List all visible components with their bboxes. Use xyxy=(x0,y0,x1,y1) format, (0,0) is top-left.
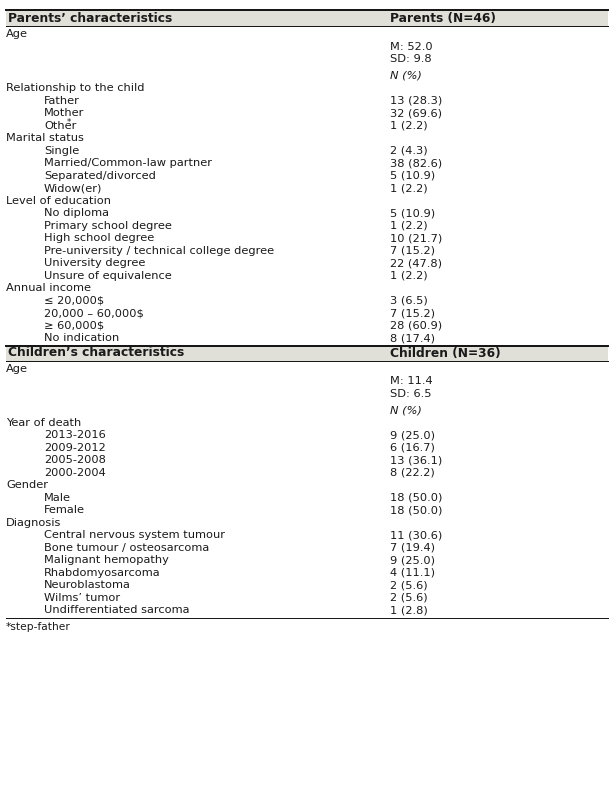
Text: Neuroblastoma: Neuroblastoma xyxy=(44,581,131,590)
Text: Relationship to the child: Relationship to the child xyxy=(6,83,144,93)
Text: 9 (25.0): 9 (25.0) xyxy=(390,555,435,565)
Text: 1 (2.8): 1 (2.8) xyxy=(390,605,428,615)
Text: 2005-2008: 2005-2008 xyxy=(44,455,106,465)
Bar xyxy=(6,11,608,26)
Text: 2013-2016: 2013-2016 xyxy=(44,430,106,440)
Text: Malignant hemopathy: Malignant hemopathy xyxy=(44,555,169,565)
Text: *: * xyxy=(67,118,71,128)
Text: 1 (2.2): 1 (2.2) xyxy=(390,271,427,280)
Text: *step-father: *step-father xyxy=(6,623,71,633)
Text: 32 (69.6): 32 (69.6) xyxy=(390,109,442,118)
Text: SD: 9.8: SD: 9.8 xyxy=(390,54,432,64)
Text: Female: Female xyxy=(44,505,85,516)
Text: ≥ 60,000$: ≥ 60,000$ xyxy=(44,321,104,331)
Text: ≤ 20,000$: ≤ 20,000$ xyxy=(44,295,104,306)
Text: 20,000 – 60,000$: 20,000 – 60,000$ xyxy=(44,308,144,318)
Text: Year of death: Year of death xyxy=(6,417,81,428)
Text: 13 (28.3): 13 (28.3) xyxy=(390,96,442,106)
Text: Mother: Mother xyxy=(44,109,84,118)
Text: 13 (36.1): 13 (36.1) xyxy=(390,455,442,465)
Text: Unsure of equivalence: Unsure of equivalence xyxy=(44,271,172,280)
Text: 7 (15.2): 7 (15.2) xyxy=(390,308,435,318)
Text: Male: Male xyxy=(44,493,71,503)
Text: Wilms’ tumor: Wilms’ tumor xyxy=(44,592,120,603)
Text: 6 (16.7): 6 (16.7) xyxy=(390,443,435,453)
Text: M: 11.4: M: 11.4 xyxy=(390,376,433,386)
Text: N (%): N (%) xyxy=(390,70,422,81)
Text: 18 (50.0): 18 (50.0) xyxy=(390,493,442,503)
Text: Level of education: Level of education xyxy=(6,196,111,206)
Text: 7 (15.2): 7 (15.2) xyxy=(390,246,435,256)
Text: N (%): N (%) xyxy=(390,406,422,415)
Text: 22 (47.8): 22 (47.8) xyxy=(390,258,442,268)
Text: University degree: University degree xyxy=(44,258,146,268)
Text: Age: Age xyxy=(6,364,28,374)
Text: 2009-2012: 2009-2012 xyxy=(44,443,106,453)
Text: Married/Common-law partner: Married/Common-law partner xyxy=(44,158,212,168)
Text: Central nervous system tumour: Central nervous system tumour xyxy=(44,531,225,540)
Text: Children’s characteristics: Children’s characteristics xyxy=(8,347,184,360)
Text: 38 (82.6): 38 (82.6) xyxy=(390,158,442,168)
Bar xyxy=(6,345,608,360)
Text: Annual income: Annual income xyxy=(6,284,91,293)
Text: Single: Single xyxy=(44,146,79,156)
Text: Father: Father xyxy=(44,96,80,106)
Text: No indication: No indication xyxy=(44,333,119,343)
Text: 9 (25.0): 9 (25.0) xyxy=(390,430,435,440)
Text: Parents’ characteristics: Parents’ characteristics xyxy=(8,12,173,25)
Text: Primary school degree: Primary school degree xyxy=(44,221,172,230)
Text: 1 (2.2): 1 (2.2) xyxy=(390,183,427,193)
Text: SD: 6.5: SD: 6.5 xyxy=(390,389,432,398)
Text: 2 (5.6): 2 (5.6) xyxy=(390,592,427,603)
Text: Bone tumour / osteosarcoma: Bone tumour / osteosarcoma xyxy=(44,543,209,553)
Text: 2 (5.6): 2 (5.6) xyxy=(390,581,427,590)
Text: 11 (30.6): 11 (30.6) xyxy=(390,531,442,540)
Text: Age: Age xyxy=(6,29,28,40)
Text: Children (N=36): Children (N=36) xyxy=(390,347,500,360)
Text: Separated/divorced: Separated/divorced xyxy=(44,171,156,181)
Text: 18 (50.0): 18 (50.0) xyxy=(390,505,442,516)
Text: 1 (2.2): 1 (2.2) xyxy=(390,221,427,230)
Text: Marital status: Marital status xyxy=(6,133,84,143)
Text: 5 (10.9): 5 (10.9) xyxy=(390,208,435,219)
Text: 10 (21.7): 10 (21.7) xyxy=(390,234,442,243)
Text: Undifferentiated sarcoma: Undifferentiated sarcoma xyxy=(44,605,190,615)
Text: Gender: Gender xyxy=(6,480,48,490)
Text: Pre-university / technical college degree: Pre-university / technical college degre… xyxy=(44,246,274,256)
Text: 8 (22.2): 8 (22.2) xyxy=(390,468,435,478)
Text: 28 (60.9): 28 (60.9) xyxy=(390,321,442,331)
Text: M: 52.0: M: 52.0 xyxy=(390,42,433,51)
Text: 2000-2004: 2000-2004 xyxy=(44,468,106,478)
Text: Diagnosis: Diagnosis xyxy=(6,518,61,527)
Text: 7 (19.4): 7 (19.4) xyxy=(390,543,435,553)
Text: High school degree: High school degree xyxy=(44,234,154,243)
Text: Parents (N=46): Parents (N=46) xyxy=(390,12,496,25)
Text: 3 (6.5): 3 (6.5) xyxy=(390,295,428,306)
Text: 8 (17.4): 8 (17.4) xyxy=(390,333,435,343)
Text: 4 (11.1): 4 (11.1) xyxy=(390,568,435,577)
Text: 2 (4.3): 2 (4.3) xyxy=(390,146,427,156)
Text: No diploma: No diploma xyxy=(44,208,109,219)
Text: Other: Other xyxy=(44,120,76,131)
Text: 5 (10.9): 5 (10.9) xyxy=(390,171,435,181)
Text: Rhabdomyosarcoma: Rhabdomyosarcoma xyxy=(44,568,161,577)
Text: 1 (2.2): 1 (2.2) xyxy=(390,120,427,131)
Text: Widow(er): Widow(er) xyxy=(44,183,103,193)
